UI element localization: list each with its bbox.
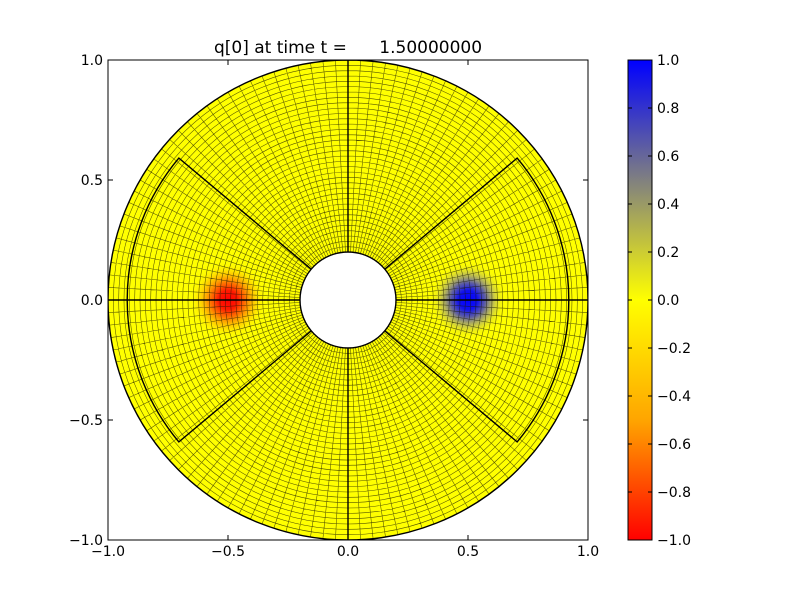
colorbar-tick-label: 0.0 [657,293,679,309]
colorbar-tick-label: −0.4 [657,389,691,405]
y-tick-label: 1.0 [81,53,103,69]
x-tick-label: 0.0 [337,544,359,560]
colorbar-tick-label: 0.2 [657,245,679,261]
x-tick-label: −0.5 [211,544,245,560]
colorbar-tick-label: 0.8 [657,101,679,117]
colorbar-tick-label: −0.2 [657,341,691,357]
y-tick-label: 0.5 [81,173,103,189]
x-axis-ticks: −1.0 −0.5 0.0 0.5 1.0 [91,60,599,560]
x-tick-label: 1.0 [577,544,599,560]
y-tick-label: 0.0 [81,293,103,309]
colorbar-tick-label: 0.6 [657,149,679,165]
colorbar-ticks: 1.0 0.8 0.6 0.4 0.2 0.0 −0.2 −0.4 −0.6 −0.8 −1.0 [628,53,691,549]
y-axis-ticks: −1.0 −0.5 0.0 0.5 1.0 [69,53,588,549]
block-boundaries [108,60,588,540]
colorbar-tick-label: −0.6 [657,437,691,453]
chart-title: q[0] at time t = 1.50000000 [214,38,482,58]
colorbar-tick-label: 0.4 [657,197,679,213]
colorbar-tick-label: −0.8 [657,485,691,501]
plot-area [108,60,588,540]
x-tick-label: −1.0 [91,544,125,560]
colorbar: 1.0 0.8 0.6 0.4 0.2 0.0 −0.2 −0.4 −0.6 −0.8 −1.0 [627,53,691,549]
y-tick-label: −0.5 [69,413,103,429]
y-tick-label: −1.0 [69,533,103,549]
x-tick-label: 0.5 [457,544,479,560]
colorbar-tick-label: −1.0 [657,533,691,549]
block-lines [108,60,588,540]
colorbar-tick-label: 1.0 [657,53,679,69]
